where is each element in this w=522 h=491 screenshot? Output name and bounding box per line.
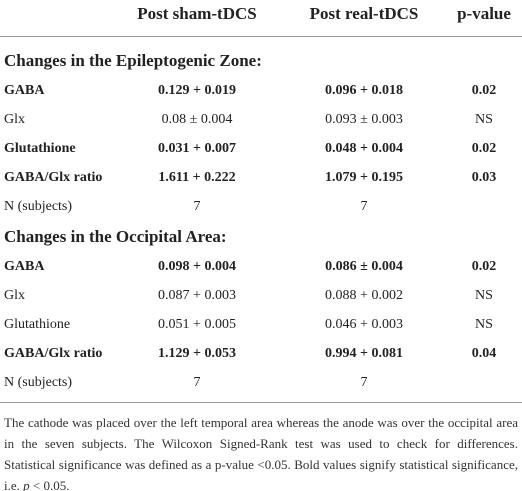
row-label: N (subjects): [4, 375, 73, 390]
column-header: p-value: [457, 4, 511, 23]
cell: NS: [475, 288, 493, 303]
row-label: N (subjects): [4, 199, 73, 214]
cell: 7: [193, 375, 201, 390]
row-label: Glutathione: [4, 317, 71, 332]
footer-rule: [0, 402, 522, 403]
cell: 0.086 ± 0.004: [325, 259, 403, 274]
cell: NS: [475, 112, 493, 127]
cell: 0.02: [471, 141, 497, 156]
cell: 7: [360, 375, 368, 390]
cell: 0.046 + 0.003: [325, 317, 403, 332]
footnote-italic: p: [23, 478, 30, 491]
cell: 0.02: [471, 259, 497, 274]
cell: 0.04: [471, 346, 497, 361]
column-header: Post real-tDCS: [309, 4, 419, 23]
row-label: Glx: [4, 112, 25, 127]
row-label: Glutathione: [4, 141, 76, 156]
cell: 0.031 + 0.007: [158, 141, 236, 156]
section-title: Changes in the Epileptogenic Zone:: [4, 51, 262, 70]
cell: 0.087 + 0.003: [158, 288, 236, 303]
row-label: GABA/Glx ratio: [4, 346, 103, 361]
row-label: GABA/Glx ratio: [4, 170, 103, 185]
cell: 7: [360, 199, 368, 214]
cell: NS: [475, 317, 493, 332]
footnote: The cathode was placed over the left tem…: [4, 412, 518, 491]
cell: 7: [193, 199, 201, 214]
cell: 0.03: [471, 170, 497, 185]
cell: 0.088 + 0.002: [325, 288, 403, 303]
cell: 0.093 ± 0.003: [325, 112, 403, 127]
cell: 1.079 + 0.195: [325, 170, 403, 185]
cell: 0.994 + 0.081: [325, 346, 403, 361]
row-label: GABA: [4, 259, 45, 274]
cell: 0.096 + 0.018: [325, 83, 403, 98]
cell: 1.129 + 0.053: [158, 346, 236, 361]
row-label: Glx: [4, 288, 25, 303]
row-label: GABA: [4, 83, 45, 98]
cell: 1.611 + 0.222: [158, 170, 236, 185]
footnote-text: The cathode was placed over the left tem…: [4, 415, 518, 491]
section-title: Changes in the Occipital Area:: [4, 227, 227, 246]
cell: 0.08 ± 0.004: [161, 112, 233, 127]
header-rule: [0, 36, 522, 37]
cell: 0.02: [471, 83, 497, 98]
cell: 0.098 + 0.004: [158, 259, 236, 274]
cell: 0.129 + 0.019: [158, 83, 236, 98]
cell: 0.048 + 0.004: [325, 141, 403, 156]
footnote-text: < 0.05.: [29, 478, 70, 491]
column-header: Post sham-tDCS: [137, 4, 257, 23]
cell: 0.051 + 0.005: [158, 317, 236, 332]
